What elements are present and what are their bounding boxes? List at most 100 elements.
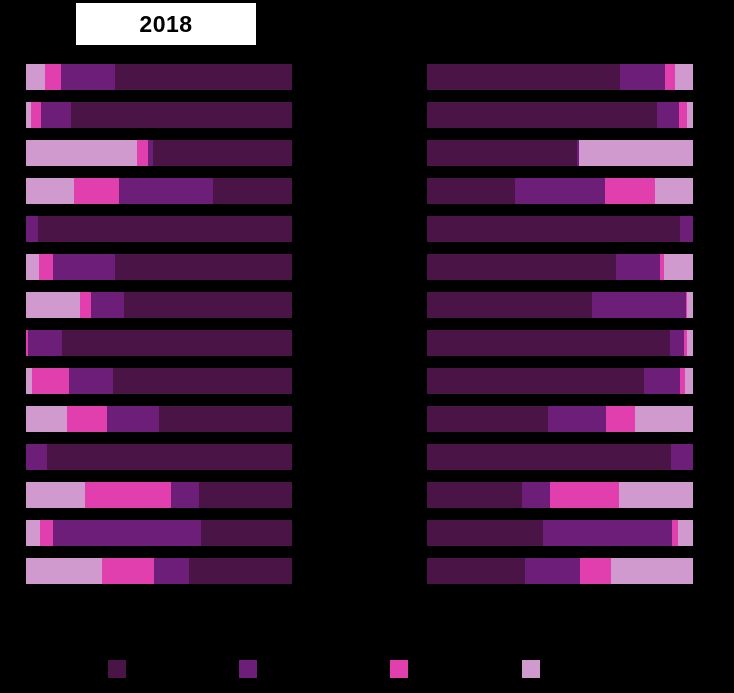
bar-row [427, 254, 693, 280]
bar-segment-light [26, 558, 103, 584]
bar-segment-light [663, 254, 693, 280]
bar-segment-magenta [685, 292, 687, 318]
bar-segment-dark [112, 368, 292, 394]
bar-row [427, 406, 693, 432]
legend-swatch-medium [239, 660, 257, 678]
bar-segment-light [26, 64, 45, 90]
bar-segment-dark [427, 254, 617, 280]
bars-panel-right [427, 64, 694, 596]
bar-segment-medium [548, 406, 606, 432]
bar-segment-dark [427, 558, 525, 584]
bar-segment-magenta [32, 368, 70, 394]
bar-segment-light [685, 368, 693, 394]
bar-segment-magenta [660, 254, 664, 280]
bar-segment-medium [153, 558, 190, 584]
bar-segment-magenta [671, 520, 679, 546]
bar-segment-dark [71, 102, 293, 128]
bar-segment-light [26, 102, 32, 128]
bar-segment-medium [591, 292, 686, 318]
bar-segment-medium [53, 520, 202, 546]
bar-segment-dark [427, 330, 671, 356]
bar-row [427, 64, 694, 90]
bar-row [427, 558, 693, 584]
bar-segment-light [618, 482, 693, 508]
bar-segment-dark [152, 140, 292, 166]
legend [0, 660, 734, 678]
bar-segment-light [687, 102, 694, 128]
bar-segment-medium [620, 64, 666, 90]
bar-segment-dark [114, 64, 292, 90]
bar-segment-light [26, 254, 40, 280]
bar-segment-dark [427, 292, 592, 318]
bar-segment-medium [515, 178, 605, 204]
bar-segment-magenta [604, 178, 655, 204]
bars-panel-2018 [26, 64, 293, 596]
bar-segment-medium [644, 368, 680, 394]
bar-segment-dark [427, 102, 658, 128]
bar-segment-dark [158, 406, 292, 432]
bar-segment-medium [60, 64, 115, 90]
panel-title: 2018 [139, 10, 193, 37]
bar-row [26, 254, 292, 280]
bar-segment-dark [427, 520, 543, 546]
bar-segment-magenta [66, 406, 107, 432]
bar-row [427, 330, 694, 356]
bar-segment-light [26, 178, 74, 204]
bar-row [427, 178, 693, 204]
bar-segment-dark [427, 64, 621, 90]
bar-segment-medium [616, 254, 660, 280]
bar-segment-light [579, 140, 694, 166]
bar-segment-magenta [684, 330, 688, 356]
bar-segment-medium [670, 444, 693, 470]
bar-segment-dark [427, 444, 671, 470]
bar-row [26, 178, 292, 204]
bar-segment-dark [47, 444, 292, 470]
bar-segment-light [26, 482, 86, 508]
bar-row [427, 520, 693, 546]
bar-segment-medium [577, 140, 580, 166]
bar-segment-medium [679, 216, 693, 242]
bar-segment-magenta [606, 406, 635, 432]
bar-segment-magenta [79, 292, 91, 318]
bar-row [26, 64, 292, 90]
bar-row [427, 140, 694, 166]
bar-segment-medium [524, 558, 580, 584]
bar-segment-magenta [665, 64, 676, 90]
bar-segment-magenta [679, 102, 688, 128]
bar-segment-dark [201, 520, 292, 546]
bar-segment-dark [212, 178, 292, 204]
bar-row [26, 292, 292, 318]
bar-segment-medium [670, 330, 685, 356]
bar-row [26, 140, 292, 166]
bar-segment-medium [90, 292, 124, 318]
bar-segment-light [26, 406, 67, 432]
bar-segment-medium [521, 482, 550, 508]
bar-segment-dark [427, 216, 680, 242]
bar-segment-medium [53, 254, 116, 280]
bar-segment-magenta [136, 140, 148, 166]
bar-row [26, 102, 293, 128]
bar-segment-magenta [40, 520, 54, 546]
bar-row [427, 102, 694, 128]
bar-segment-magenta [73, 178, 119, 204]
bar-row [26, 520, 292, 546]
bar-segment-light [26, 292, 80, 318]
bar-row [427, 216, 693, 242]
bar-segment-medium [26, 216, 38, 242]
bar-segment-medium [28, 330, 63, 356]
bar-segment-magenta [26, 330, 29, 356]
bar-segment-medium [542, 520, 672, 546]
bar-segment-dark [198, 482, 292, 508]
bar-segment-dark [427, 140, 578, 166]
bar-segment-medium [170, 482, 199, 508]
bar-segment-dark [427, 406, 549, 432]
bar-row [427, 368, 693, 394]
bar-segment-dark [115, 254, 292, 280]
bar-segment-medium [41, 102, 72, 128]
bar-segment-light [634, 406, 693, 432]
legend-swatch-magenta [390, 660, 408, 678]
bar-segment-dark [37, 216, 292, 242]
bar-row [26, 444, 292, 470]
bar-segment-medium [69, 368, 113, 394]
